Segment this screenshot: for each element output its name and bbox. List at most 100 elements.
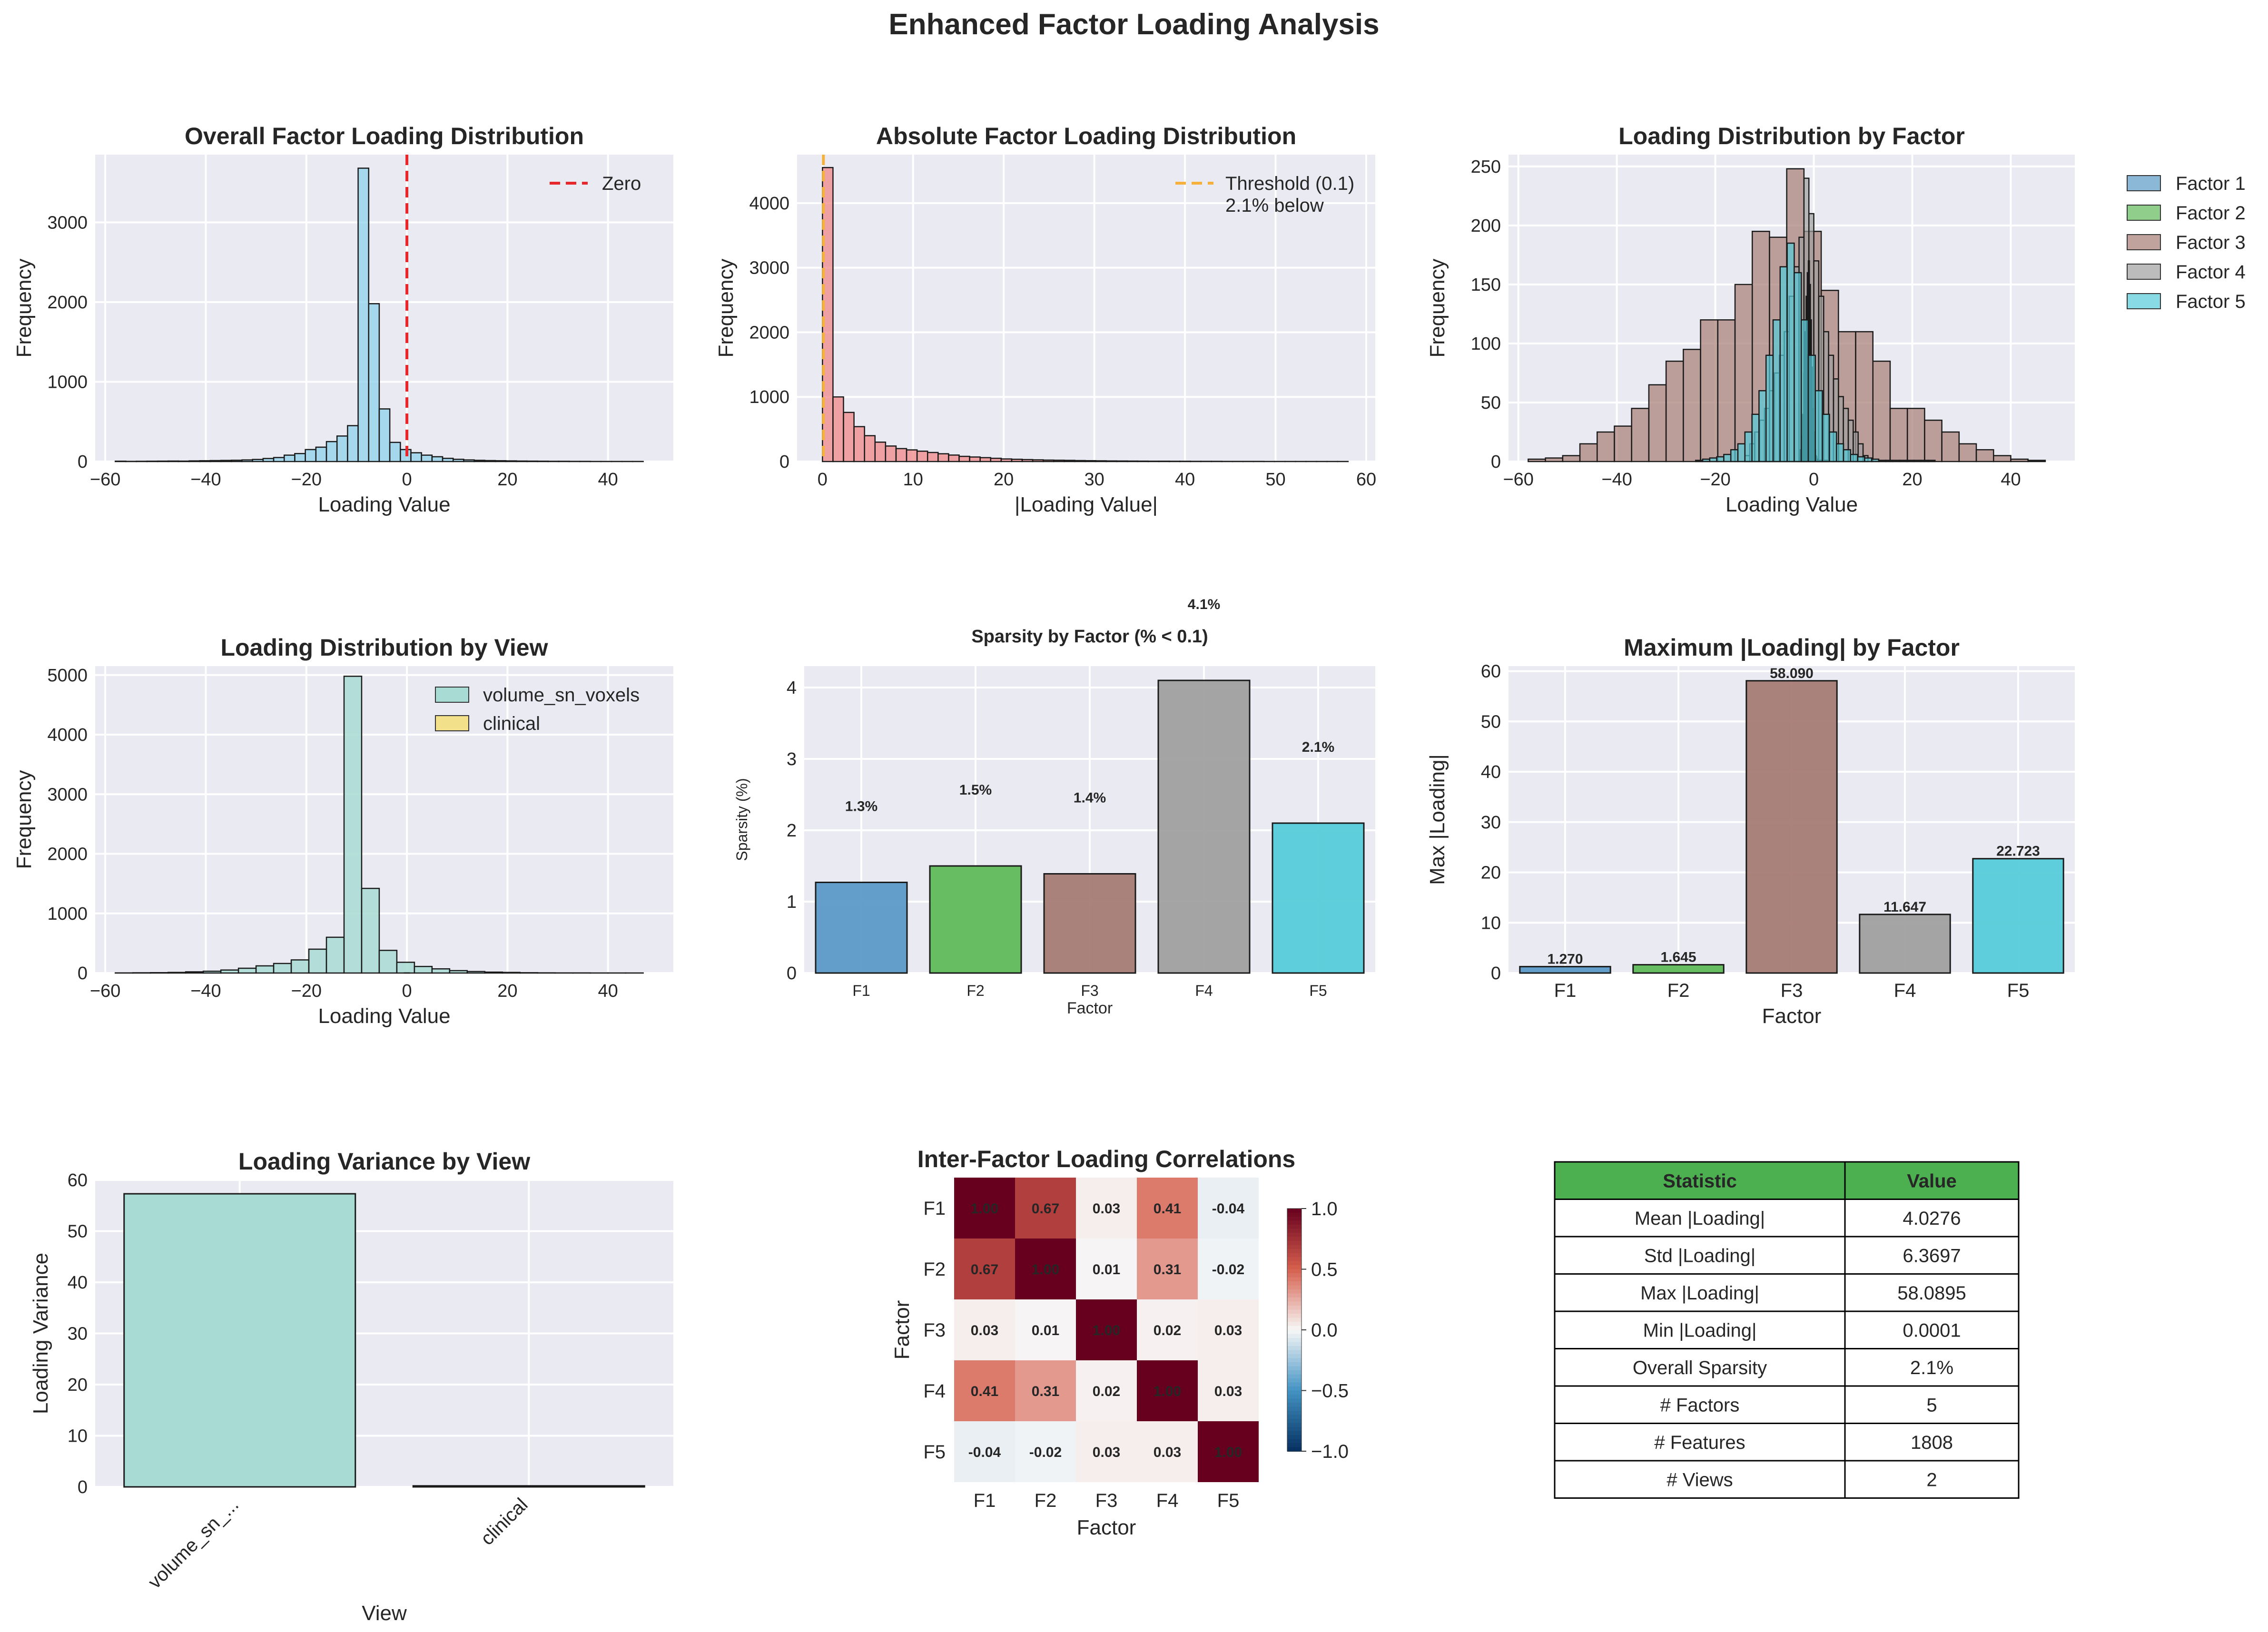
x-axis-label: Loading Value <box>1726 493 1858 516</box>
y-tick-label: 0 <box>78 452 88 472</box>
heatmap-cell <box>1015 1421 1076 1482</box>
y-tick-label: F3 <box>923 1320 946 1341</box>
histogram-bar-factor-5 <box>1709 457 1717 462</box>
histogram-bar-factor-3 <box>1648 384 1667 462</box>
colorbar-segment <box>1287 1241 1302 1246</box>
y-axis-label: Frequency <box>12 770 36 869</box>
colorbar-segment <box>1287 1212 1302 1217</box>
y-tick-label: F5 <box>923 1442 946 1463</box>
panel-title: Inter-Factor Loading Correlations <box>917 1146 1296 1172</box>
heatmap-cell-label: 1.00 <box>1032 1262 1059 1278</box>
y-tick-label: 10 <box>1481 913 1501 933</box>
histogram-bar <box>832 396 844 462</box>
y-tick-label: 150 <box>1471 275 1501 295</box>
histogram-bar <box>1095 460 1107 462</box>
colorbar-segment <box>1287 1435 1302 1440</box>
y-tick-label: 1000 <box>47 372 88 392</box>
colorbar-segment <box>1287 1447 1302 1452</box>
colorbar-segment <box>1287 1354 1302 1359</box>
histogram-bar <box>1147 461 1160 462</box>
x-tick-label: F4 <box>1156 1490 1179 1511</box>
y-tick-label: 5000 <box>47 666 88 686</box>
histogram-bar <box>421 454 433 462</box>
heatmap-cell-label: 1.00 <box>1214 1445 1242 1460</box>
histogram-bar-factor-3 <box>2027 460 2046 462</box>
y-tick-label: 50 <box>68 1222 88 1242</box>
histogram-bar-factor-3 <box>1958 443 1977 462</box>
panel-title: Absolute Factor Loading Distribution <box>876 123 1296 149</box>
colorbar-segment <box>1287 1273 1302 1278</box>
x-tick-label: −20 <box>291 470 322 490</box>
x-axis-label: Loading Value <box>318 493 450 516</box>
y-tick-label: 2000 <box>47 293 88 313</box>
panel-correlation: Inter-Factor Loading Correlations 1.00 0.6… <box>890 1146 1349 1539</box>
histogram-bar <box>167 460 179 462</box>
histogram-bar-factor-3 <box>1579 443 1598 462</box>
colorbar-segment <box>1287 1261 1302 1266</box>
y-tick-label: 20 <box>1481 863 1501 883</box>
legend-swatch <box>2127 264 2161 280</box>
panel-title: Overall Factor Loading Distribution <box>185 123 584 149</box>
colorbar-segment <box>1287 1411 1302 1416</box>
colorbar-segment <box>1287 1406 1302 1411</box>
heatmap-cell-label: 0.03 <box>1093 1445 1120 1460</box>
x-tick-label: F5 <box>1309 982 1327 999</box>
histogram-bar-factor-3 <box>1700 319 1719 462</box>
y-axis-label: Sparsity (%) <box>733 778 750 861</box>
x-tick-label: F2 <box>1667 980 1690 1001</box>
colorbar-segment <box>1287 1285 1302 1290</box>
colorbar-segment <box>1287 1346 1302 1351</box>
y-axis-label: Loading Variance <box>29 1253 52 1414</box>
histogram-bar <box>325 441 338 462</box>
histogram-bar-volume <box>202 970 222 974</box>
bar-view-1 <box>412 1485 645 1488</box>
table-cell <box>1844 1348 2020 1387</box>
histogram-bar <box>209 460 222 462</box>
panel-by_view: 0 1000 2000 3000 4000 5000 −60 −40 −20 0 20 40 Loadi… <box>12 634 673 1028</box>
table-cell <box>1554 1423 1846 1462</box>
colorbar-segment <box>1287 1289 1302 1294</box>
histogram-bar <box>1158 461 1170 462</box>
heatmap-cell <box>1137 1299 1198 1360</box>
y-tick-label: 40 <box>1481 762 1501 782</box>
histogram-bar-factor-5 <box>1829 431 1837 462</box>
x-tick-label: 20 <box>1902 470 1922 490</box>
y-tick-label: 250 <box>1471 157 1501 177</box>
y-tick-label: 1000 <box>47 904 88 924</box>
y-axis-label: Frequency <box>12 259 36 358</box>
x-tick-label: F2 <box>966 982 984 999</box>
histogram-bar <box>484 460 496 462</box>
y-tick-label: 30 <box>68 1324 88 1344</box>
colorbar-segment <box>1287 1306 1302 1310</box>
colorbar-segment <box>1287 1427 1302 1432</box>
histogram-bar-factor-5 <box>1744 431 1753 462</box>
legend-entry: Factor 1 <box>2176 173 2246 194</box>
colorbar-segment <box>1287 1309 1302 1314</box>
x-tick-label: F1 <box>1554 980 1577 1001</box>
y-tick-label: F2 <box>923 1259 946 1280</box>
histogram-bar-volume <box>325 936 345 974</box>
legend-entry: Factor 3 <box>2176 232 2246 253</box>
colorbar-segment <box>1287 1326 1302 1330</box>
histogram-bar-factor-5 <box>1702 458 1711 462</box>
heatmap-cell <box>954 1239 1015 1299</box>
panel-absolute: 0 1000 2000 3000 4000 0 10 20 30 40 50 60 Absolute F… <box>714 123 1376 516</box>
colorbar-segment <box>1287 1350 1302 1355</box>
colorbar-segment <box>1287 1229 1302 1233</box>
panel-title: Loading Variance by View <box>238 1148 530 1175</box>
histogram-bar <box>368 303 380 462</box>
colorbar-segment <box>1287 1342 1302 1347</box>
legend-entry: Factor 5 <box>2176 291 2246 312</box>
x-tick-label: F4 <box>1195 982 1213 999</box>
y-tick-label: 1000 <box>749 387 789 407</box>
table-row-statistic: Overall Sparsity <box>1633 1357 1767 1378</box>
y-tick-label: 3000 <box>47 785 88 805</box>
y-tick-label: 0 <box>78 1477 88 1497</box>
histogram-bar <box>1137 460 1149 462</box>
y-tick-label: 4000 <box>47 725 88 745</box>
data-label: 1.645 <box>1660 950 1696 965</box>
heatmap-cell-label: 0.67 <box>1032 1201 1059 1217</box>
heatmap-cell <box>1137 1421 1198 1482</box>
heatmap-cell-label: 0.03 <box>1214 1384 1242 1399</box>
